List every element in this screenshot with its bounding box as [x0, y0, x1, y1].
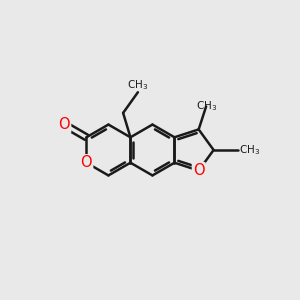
Text: O: O	[81, 155, 92, 170]
Text: O: O	[193, 163, 205, 178]
Text: CH$_3$: CH$_3$	[196, 100, 217, 113]
Text: CH$_3$: CH$_3$	[239, 143, 260, 157]
Text: O: O	[58, 117, 70, 132]
Text: CH$_3$: CH$_3$	[127, 78, 148, 92]
